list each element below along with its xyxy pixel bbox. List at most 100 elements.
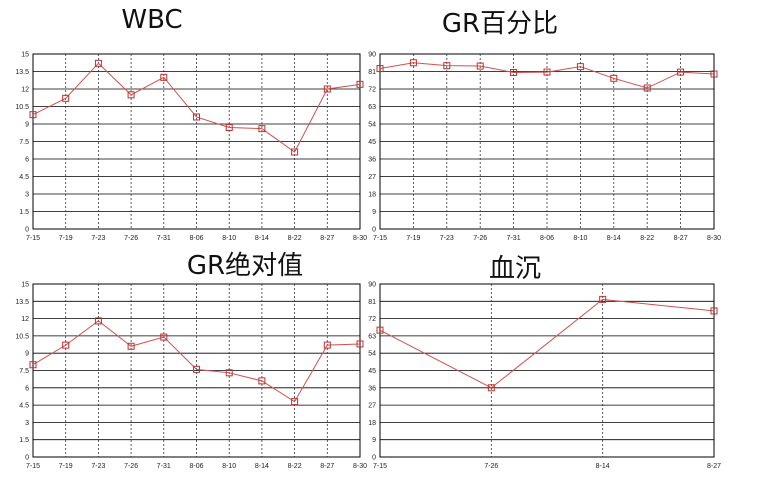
data-point-marker [29,361,37,369]
data-point-marker [710,307,718,315]
y-tick-label: 90 [368,52,376,59]
x-tick-label: 8-22 [288,235,302,242]
data-point-marker [94,59,102,67]
data-point-marker [291,398,299,406]
y-tick-label: 6 [25,385,29,392]
data-point-marker [258,125,266,133]
y-tick-label: 54 [368,122,376,129]
y-tick-label: 45 [368,368,376,375]
y-tick-label: 81 [368,69,376,76]
y-tick-label: 15 [21,52,29,59]
y-tick-label: 7.5 [19,368,29,375]
y-tick-label: 0 [25,455,29,462]
x-tick-label: 7-19 [406,235,420,242]
data-point-marker [443,62,451,70]
x-tick-label: 8-30 [353,463,367,470]
data-point-marker [356,340,364,348]
data-point-marker [323,341,331,349]
y-tick-label: 6 [25,157,29,164]
y-tick-label: 63 [368,333,376,340]
x-tick-label: 7-26 [124,463,138,470]
x-tick-label: 8-30 [353,235,367,242]
chart-svg: 0 1.5 3 4.5 6 7.5 9 10.5 12 13.5 15 7-15 7-19 7-23 7-2… [15,282,367,471]
data-point-marker [376,326,384,334]
chart-panel-gr-percent: GR百分比 0 9 18 27 36 45 54 63 72 81 90 7-15 7-19 7-23 7-… [0,0,765,245]
x-tick-label: 7-23 [440,235,454,242]
x-tick-label: 7-19 [59,235,73,242]
y-tick-label: 54 [368,351,376,358]
x-tick-label: 7-31 [507,235,521,242]
data-point-marker [323,85,331,93]
x-tick-label: 7-26 [473,235,487,242]
y-tick-label: 9 [25,351,29,358]
chart-title: WBC [121,5,183,35]
data-point-marker [291,148,299,156]
y-tick-label: 4.5 [19,403,29,410]
data-point-marker [476,62,484,70]
y-tick-label: 9 [372,209,376,216]
chart-panel-wbc: WBC 0 1.5 3 4.5 6 7.5 9 10.5 12 13.5 15 7-15 7-19 7-2… [0,0,380,245]
x-tick-label: 7-23 [91,235,105,242]
y-tick-label: 36 [368,385,376,392]
y-tick-label: 12 [21,316,29,323]
x-tick-label: 7-19 [59,463,73,470]
series-line [32,62,361,153]
chart-title: GR百分比 [441,9,559,39]
y-tick-label: 1.5 [19,209,29,216]
y-tick-label: 12 [21,87,29,94]
x-tick-label: 8-22 [640,235,654,242]
x-tick-label: 8-22 [288,463,302,470]
x-tick-label: 8-27 [320,235,334,242]
y-tick-label: 9 [25,122,29,129]
data-point-marker [487,384,495,392]
data-point-marker [29,111,37,119]
y-tick-label: 81 [368,299,376,306]
y-tick-label: 10.5 [15,104,29,111]
y-tick-label: 72 [368,316,376,323]
y-tick-label: 0 [372,455,376,462]
y-tick-label: 36 [368,157,376,164]
y-tick-label: 13.5 [15,69,29,76]
x-tick-label: 7-31 [157,463,171,470]
y-tick-label: 27 [368,403,376,410]
data-point-marker [62,341,70,349]
y-tick-label: 15 [21,282,29,289]
series-line [32,320,361,403]
x-tick-label: 8-06 [189,463,203,470]
data-point-marker [409,59,417,67]
x-tick-label: 7-26 [484,463,498,470]
x-tick-label: 8-06 [540,235,554,242]
y-tick-label: 0 [372,227,376,234]
data-point-marker [127,342,135,350]
y-tick-label: 27 [368,174,376,181]
chart-panel-gr-absolute: GR绝对值 0 1.5 3 4.5 6 7.5 9 10.5 12 13.5 15 7-15 7-19 7… [0,0,380,495]
data-point-marker [510,68,518,76]
data-point-marker [599,295,607,303]
x-tick-label: 8-14 [596,463,610,470]
x-tick-label: 8-14 [607,235,621,242]
data-point-marker [127,91,135,99]
x-tick-label: 8-10 [222,235,236,242]
x-tick-label: 7-15 [373,235,387,242]
y-tick-label: 13.5 [15,299,29,306]
y-tick-label: 4.5 [19,174,29,181]
data-point-marker [225,124,233,131]
x-tick-label: 8-10 [573,235,587,242]
y-tick-label: 63 [368,104,376,111]
series-line [379,298,715,389]
y-tick-label: 18 [368,192,376,199]
y-tick-label: 3 [25,420,29,427]
data-point-marker [258,377,266,385]
data-point-marker [576,63,584,71]
data-point-marker [356,80,364,88]
y-tick-label: 7.5 [19,139,29,146]
y-tick-label: 18 [368,420,376,427]
data-point-marker [677,68,685,76]
y-tick-label: 10.5 [15,333,29,340]
y-tick-label: 90 [368,282,376,289]
data-point-marker [610,74,618,82]
x-tick-label: 8-14 [255,235,269,242]
x-tick-label: 8-06 [189,235,203,242]
